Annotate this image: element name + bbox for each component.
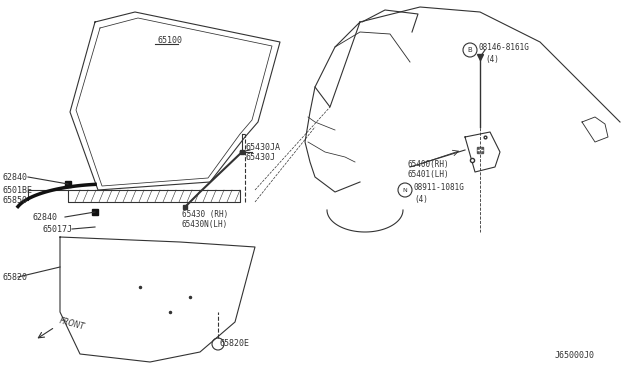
Text: 65430JA: 65430JA	[245, 142, 280, 151]
Text: 65430N(LH): 65430N(LH)	[182, 219, 228, 228]
Text: (4): (4)	[485, 55, 499, 64]
Text: 6501BE: 6501BE	[2, 186, 32, 195]
Text: 62840: 62840	[2, 173, 27, 182]
Text: 65400(RH): 65400(RH)	[408, 160, 450, 169]
Text: B: B	[468, 47, 472, 53]
Text: FRONT: FRONT	[58, 317, 86, 332]
Text: 65820E: 65820E	[220, 340, 250, 349]
Text: 08146-8161G: 08146-8161G	[479, 42, 530, 51]
Text: 65017J: 65017J	[42, 224, 72, 234]
Text: 65850: 65850	[2, 196, 27, 205]
Text: 65430J: 65430J	[245, 153, 275, 161]
Text: 08911-1081G: 08911-1081G	[414, 183, 465, 192]
Text: N: N	[403, 187, 408, 192]
Text: 65820: 65820	[2, 273, 27, 282]
Text: (4): (4)	[414, 195, 428, 203]
Text: 65401(LH): 65401(LH)	[408, 170, 450, 179]
Text: 65430 (RH): 65430 (RH)	[182, 209, 228, 218]
Text: 65100: 65100	[157, 35, 182, 45]
Text: 62840: 62840	[32, 212, 57, 221]
Text: J65000J0: J65000J0	[555, 351, 595, 360]
